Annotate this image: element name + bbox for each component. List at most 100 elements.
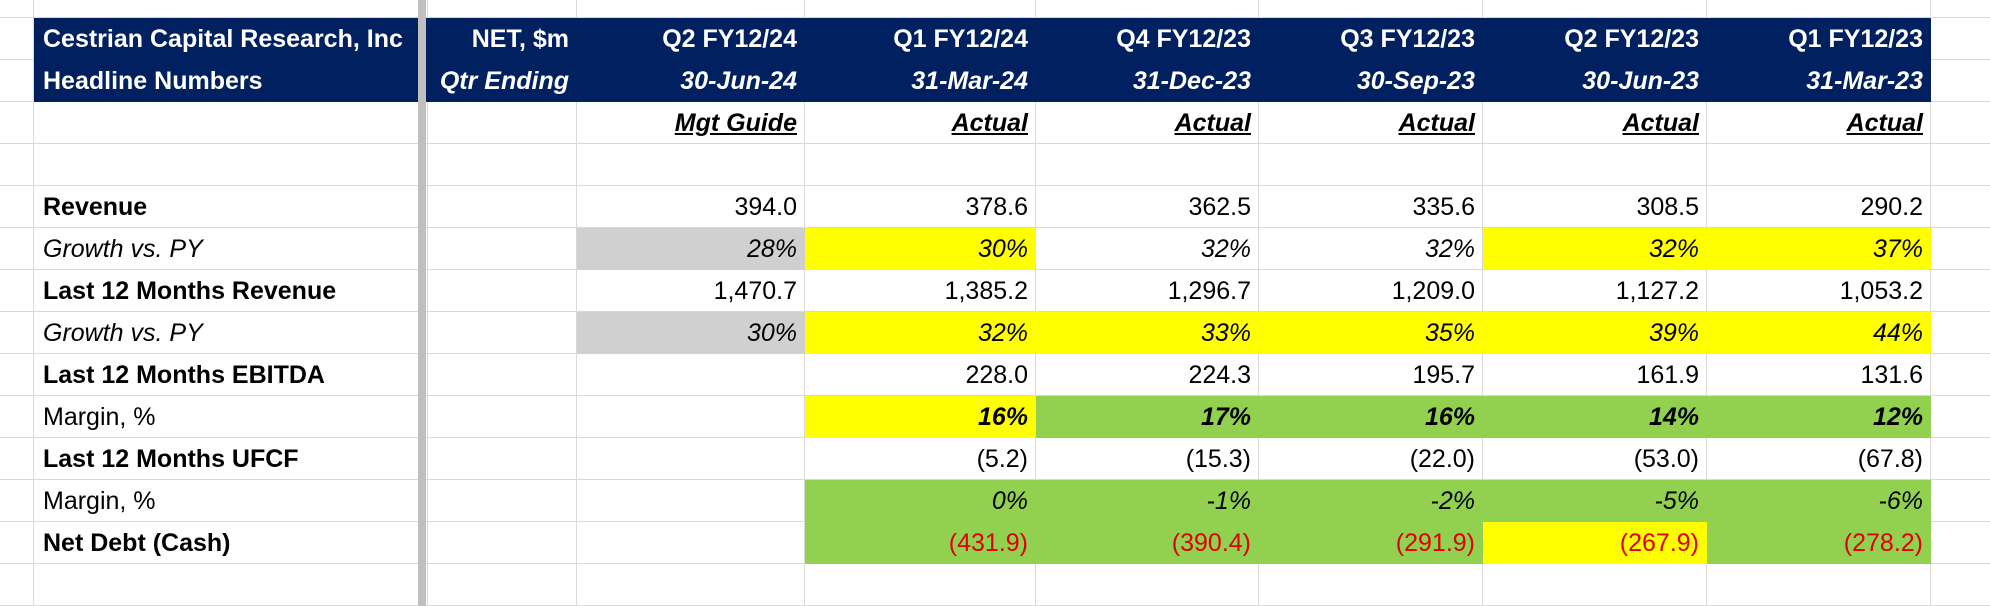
- gridline-vertical: [576, 0, 577, 606]
- data-cell[interactable]: 37%: [1707, 228, 1931, 270]
- data-cell[interactable]: 362.5: [1188, 193, 1251, 221]
- data-cell[interactable]: (390.4): [1036, 522, 1259, 564]
- data-cell[interactable]: [577, 396, 805, 438]
- period-date: 31-Dec-23: [1132, 67, 1251, 95]
- gridline-horizontal: [0, 143, 1990, 144]
- gridline-vertical: [804, 0, 805, 606]
- data-cell[interactable]: 17%: [1036, 396, 1259, 438]
- data-cell[interactable]: (5.2): [976, 445, 1028, 473]
- data-cell[interactable]: 1,296.7: [1167, 277, 1251, 305]
- data-cell[interactable]: (22.0): [1409, 445, 1475, 473]
- gridline-vertical: [427, 0, 428, 606]
- period-date: 30-Jun-24: [680, 67, 797, 95]
- gridline-horizontal: [0, 311, 1990, 312]
- period-status: Actual: [1622, 109, 1699, 137]
- gridline-vertical: [33, 0, 34, 606]
- gridline-horizontal: [0, 395, 1990, 396]
- period-date: 31-Mar-23: [1806, 67, 1923, 95]
- data-cell[interactable]: 28%: [577, 228, 805, 270]
- gridline-horizontal: [0, 185, 1990, 186]
- gridline-vertical: [1706, 0, 1707, 606]
- data-cell[interactable]: 30%: [577, 312, 805, 354]
- data-cell[interactable]: 224.3: [1188, 361, 1251, 389]
- data-cell[interactable]: 228.0: [965, 361, 1028, 389]
- period-status: Mgt Guide: [674, 109, 797, 137]
- data-cell[interactable]: 1,470.7: [713, 277, 797, 305]
- data-cell[interactable]: (67.8): [1857, 445, 1923, 473]
- data-cell[interactable]: (53.0): [1633, 445, 1699, 473]
- data-cell[interactable]: (278.2): [1707, 522, 1931, 564]
- period-status: Actual: [1174, 109, 1251, 137]
- data-cell[interactable]: 32%: [805, 312, 1036, 354]
- row-label: Last 12 Months EBITDA: [43, 361, 325, 389]
- data-cell[interactable]: 161.9: [1636, 361, 1699, 389]
- data-cell[interactable]: 14%: [1483, 396, 1707, 438]
- gridline-vertical: [1930, 0, 1931, 606]
- data-cell[interactable]: 32%: [1424, 235, 1475, 263]
- period-status: Actual: [1846, 109, 1923, 137]
- gridline-vertical: [1482, 0, 1483, 606]
- period-date: 31-Mar-24: [911, 67, 1028, 95]
- data-cell[interactable]: 394.0: [734, 193, 797, 221]
- data-cell[interactable]: (431.9): [805, 522, 1036, 564]
- row-label: Revenue: [43, 193, 148, 221]
- data-cell[interactable]: 378.6: [965, 193, 1028, 221]
- data-cell[interactable]: 290.2: [1860, 193, 1923, 221]
- data-cell[interactable]: 12%: [1707, 396, 1931, 438]
- company-name: Cestrian Capital Research, Inc: [43, 25, 403, 53]
- gridline-vertical: [1035, 0, 1036, 606]
- period-status: Actual: [1398, 109, 1475, 137]
- period-date: 30-Sep-23: [1356, 67, 1475, 95]
- data-cell[interactable]: (15.3): [1185, 445, 1251, 473]
- data-cell[interactable]: 32%: [1200, 235, 1251, 263]
- gridline-horizontal: [0, 479, 1990, 480]
- data-cell[interactable]: 39%: [1483, 312, 1707, 354]
- row-label: Margin, %: [43, 487, 156, 515]
- data-cell[interactable]: 1,127.2: [1615, 277, 1699, 305]
- data-cell[interactable]: 195.7: [1412, 361, 1475, 389]
- data-cell[interactable]: 35%: [1259, 312, 1483, 354]
- data-cell[interactable]: -5%: [1483, 480, 1707, 522]
- data-cell[interactable]: 30%: [805, 228, 1036, 270]
- data-cell[interactable]: 1,385.2: [944, 277, 1028, 305]
- header-band: [34, 18, 1931, 102]
- data-cell[interactable]: -1%: [1036, 480, 1259, 522]
- period-label: Q3 FY12/23: [1340, 25, 1475, 53]
- qtr-ending-label: Qtr Ending: [439, 67, 569, 95]
- data-cell[interactable]: 1,209.0: [1391, 277, 1475, 305]
- data-cell[interactable]: (291.9): [1259, 522, 1483, 564]
- data-cell[interactable]: 131.6: [1860, 361, 1923, 389]
- row-label: Last 12 Months Revenue: [43, 277, 337, 305]
- row-label: Growth vs. PY: [43, 319, 203, 347]
- data-cell[interactable]: 44%: [1707, 312, 1931, 354]
- data-cell[interactable]: 335.6: [1412, 193, 1475, 221]
- row-label: Margin, %: [43, 403, 156, 431]
- data-cell[interactable]: 16%: [805, 396, 1036, 438]
- data-cell[interactable]: 0%: [805, 480, 1036, 522]
- gridline-horizontal: [0, 227, 1990, 228]
- data-cell[interactable]: (267.9): [1483, 522, 1707, 564]
- data-cell[interactable]: 32%: [1483, 228, 1707, 270]
- period-label: Q1 FY12/24: [893, 25, 1028, 53]
- data-cell[interactable]: [577, 480, 805, 522]
- data-cell[interactable]: -6%: [1707, 480, 1931, 522]
- period-label: Q1 FY12/23: [1788, 25, 1923, 53]
- period-label: Q2 FY12/23: [1564, 25, 1699, 53]
- data-cell[interactable]: [577, 438, 805, 480]
- row-label: Last 12 Months UFCF: [43, 445, 299, 473]
- period-label: Q2 FY12/24: [662, 25, 797, 53]
- gridline-horizontal: [0, 17, 1990, 18]
- data-cell[interactable]: 308.5: [1636, 193, 1699, 221]
- data-cell[interactable]: 16%: [1259, 396, 1483, 438]
- data-cell[interactable]: [577, 354, 805, 396]
- sheet-subtitle: Headline Numbers: [43, 67, 263, 95]
- data-cell[interactable]: 1,053.2: [1839, 277, 1923, 305]
- data-cell[interactable]: -2%: [1259, 480, 1483, 522]
- frozen-pane-divider[interactable]: [418, 0, 426, 606]
- period-label: Q4 FY12/23: [1116, 25, 1251, 53]
- row-label: Growth vs. PY: [43, 235, 203, 263]
- period-date: 30-Jun-23: [1582, 67, 1699, 95]
- data-cell[interactable]: 33%: [1036, 312, 1259, 354]
- data-cell[interactable]: [577, 522, 805, 564]
